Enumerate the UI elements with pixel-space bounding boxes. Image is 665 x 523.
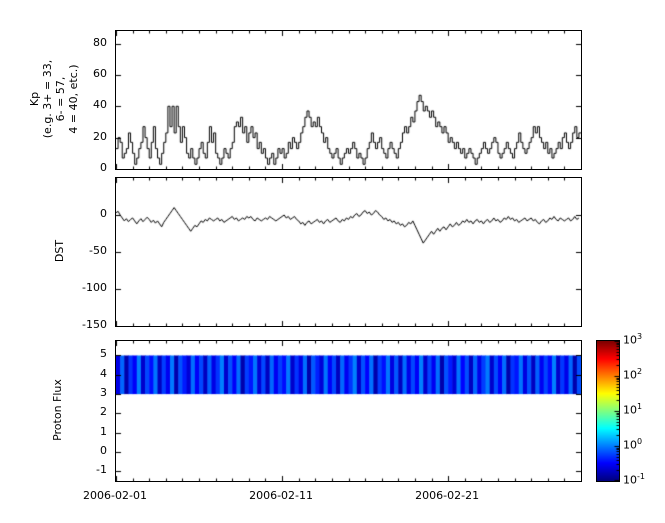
y-tick-label: 0 xyxy=(100,207,107,220)
y-tick-label: 1 xyxy=(100,424,107,438)
y-tick-label: 0 xyxy=(100,444,107,458)
y-tick-label: -1 xyxy=(96,463,107,477)
x-tick-label: 2006-02-01 xyxy=(83,489,147,502)
x-tick-label: 2006-02-11 xyxy=(249,489,314,502)
colorbar-tick-exponent: 3 xyxy=(637,332,643,341)
y-tick-label: -100 xyxy=(82,281,107,294)
colorbar-tick-label: 103 xyxy=(623,332,643,347)
colorbar xyxy=(596,340,620,482)
y-tick-label: 5 xyxy=(100,347,107,361)
colorbar-tick-exponent: 2 xyxy=(637,367,643,376)
colorbar-tick-label: 10-1 xyxy=(623,472,645,487)
y-tick-label: 3 xyxy=(100,386,107,400)
y-tick-label: 40 xyxy=(93,98,107,112)
y-tick-label: 60 xyxy=(93,66,107,80)
dst-chart-canvas xyxy=(115,177,582,327)
colorbar-tick-label: 100 xyxy=(623,437,643,452)
y-tick-label: -50 xyxy=(89,244,107,257)
proton-flux-spectrogram-canvas xyxy=(115,340,582,482)
x-tick-label: 2006-02-21 xyxy=(415,489,480,502)
colorbar-tick-label: 102 xyxy=(623,367,643,382)
y-tick-label: 2 xyxy=(100,405,107,419)
colorbar-tick-exponent: 0 xyxy=(637,437,643,446)
y-tick-label: -150 xyxy=(82,318,107,331)
colorbar-tick-exponent: 1 xyxy=(637,402,643,411)
y-tick-label: 80 xyxy=(93,35,107,49)
colorbar-tick-exponent: -1 xyxy=(637,472,645,481)
kp-chart-canvas xyxy=(115,30,582,170)
y-tick-label: 0 xyxy=(100,161,107,174)
y-tick-label: 4 xyxy=(100,366,107,380)
y-tick-label: 20 xyxy=(93,129,107,143)
colorbar-tick-label: 101 xyxy=(623,402,643,417)
